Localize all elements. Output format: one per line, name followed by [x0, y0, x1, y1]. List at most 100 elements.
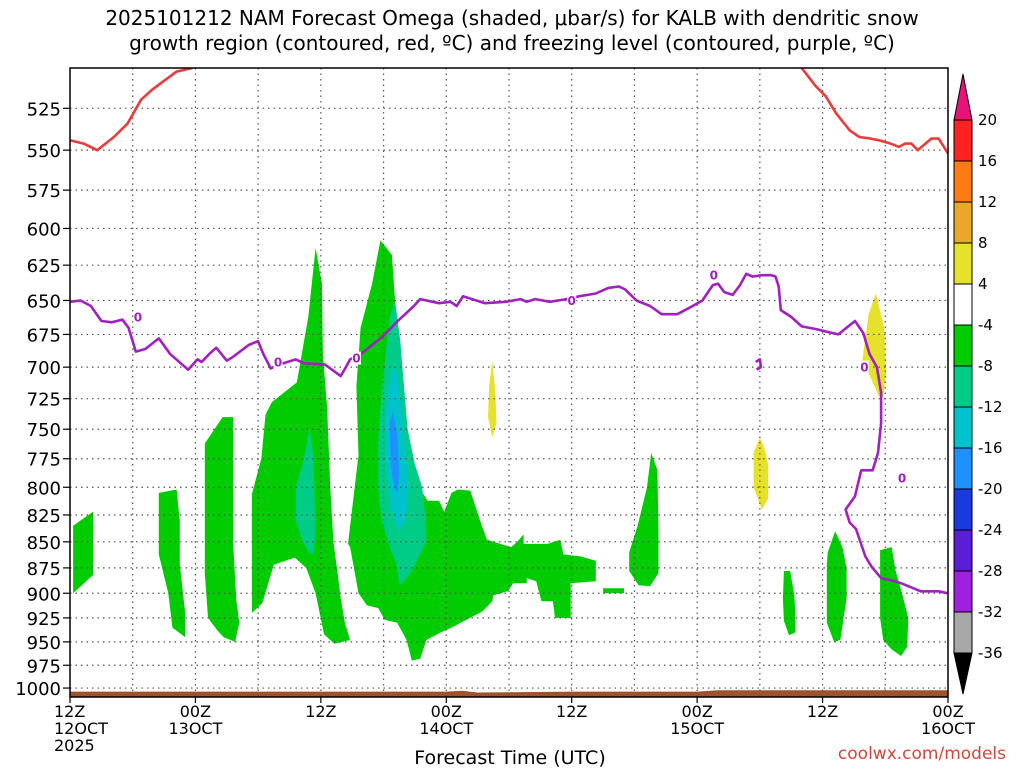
plot-frame	[69, 67, 949, 698]
omega-region-3-0	[389, 411, 400, 493]
y-tick-label-17: 950	[27, 633, 61, 654]
omega-region-4-1	[753, 437, 769, 510]
contour-label-0: 0	[134, 310, 142, 324]
contour-label-bg-1	[351, 351, 361, 365]
colorbar-swatch-12	[953, 611, 973, 654]
contour-label-bg-2	[567, 293, 577, 307]
omega-region-0-8	[826, 531, 847, 642]
colorbar-label-12: -32	[978, 603, 1003, 621]
contour-label-bg-4	[897, 471, 907, 485]
title-line-2: growth region (contoured, red, ºC) and f…	[129, 31, 895, 55]
x-tick-label-1-1: 13OCT	[168, 719, 222, 738]
colorbar-swatch-2	[953, 201, 973, 244]
colorbar-swatch-5	[953, 324, 973, 367]
colorbar-swatch-4	[953, 283, 973, 326]
contour-label-bg-5	[273, 355, 283, 369]
omega-region-0-3	[251, 247, 351, 644]
y-tick-label-7: 700	[27, 358, 61, 379]
omega-region-0-5	[603, 588, 624, 594]
y-tick-label-5: 650	[27, 291, 61, 312]
colorbar-label-5: -4	[978, 316, 993, 334]
colorbar-swatch-8	[953, 447, 973, 490]
y-tick-label-6: 675	[27, 325, 61, 346]
x-tick-label-7-0: 00Z	[932, 702, 963, 721]
y-tick-label-15: 900	[27, 584, 61, 605]
contour-label-bg-3	[859, 360, 869, 374]
y-tick-label-13: 850	[27, 533, 61, 554]
y-tick-label-0: 525	[27, 99, 61, 120]
colorbar-label-11: -28	[978, 562, 1003, 580]
dgz-line-0	[70, 68, 193, 152]
x-tick-label-4-0: 12Z	[556, 702, 587, 721]
colorbar-label-6: -8	[978, 357, 993, 375]
colorbar-label-2: 12	[978, 193, 997, 211]
y-tick-label-10: 775	[27, 450, 61, 471]
y-tick-label-11: 800	[27, 478, 61, 499]
freezing-line-0	[70, 272, 948, 595]
contour-label-bg-0	[133, 310, 143, 324]
surface-terrain	[70, 690, 948, 697]
y-tick-label-19: 1000	[15, 679, 61, 700]
omega-region-0-0	[73, 511, 93, 654]
title-line-1: 2025101212 NAM Forecast Omega (shaded, μ…	[105, 6, 919, 30]
colorbar-top-arrow	[953, 73, 973, 121]
colorbar-swatch-1	[953, 160, 973, 203]
x-tick-label-3-0: 00Z	[431, 702, 462, 721]
colorbar-label-10: -24	[978, 521, 1003, 539]
colorbar-label-8: -16	[978, 439, 1003, 457]
x-tick-label-7-1: 16OCT	[921, 719, 975, 738]
colorbar-label-7: -12	[978, 398, 1003, 416]
credit-text: coolwx.com/models	[837, 744, 1006, 764]
x-tick-label-5-0: 00Z	[681, 702, 712, 721]
y-tick-label-16: 925	[27, 609, 61, 630]
x-tick-label-6-0: 12Z	[807, 702, 838, 721]
contour-label-6: 0	[710, 269, 718, 283]
y-tick-label-18: 975	[27, 656, 61, 677]
y-tick-label-12: 825	[27, 506, 61, 527]
omega-region-0-7	[782, 571, 796, 636]
x-tick-label-0-0: 12Z	[54, 702, 85, 721]
omega-region-0-6	[629, 452, 659, 587]
colorbar-label-1: 16	[978, 152, 997, 170]
y-tick-label-9: 750	[27, 420, 61, 441]
colorbar-bottom-arrow	[953, 652, 973, 695]
freezing-line-1	[755, 358, 763, 371]
y-tick-label-14: 875	[27, 559, 61, 580]
grid	[70, 68, 948, 697]
contour-label-1: 0	[352, 352, 360, 366]
omega-region-4-0	[488, 360, 497, 438]
colorbar-swatch-7	[953, 406, 973, 449]
dgz-line-1	[800, 68, 948, 155]
colorbar-swatch-6	[953, 365, 973, 408]
x-tick-label-3-1: 14OCT	[419, 719, 473, 738]
omega-region-1-0	[295, 426, 316, 555]
contour-label-bg-6	[709, 268, 719, 282]
colorbar-label-9: -20	[978, 480, 1003, 498]
colorbar-swatch-10	[953, 529, 973, 572]
colorbar-swatch-3	[953, 242, 973, 285]
y-tick-label-1: 550	[27, 141, 61, 162]
colorbar-label-3: 8	[978, 234, 988, 252]
plot-area: 0 0 0 0 0 0 0 525 550 575 600 625 650 675 700 725 750 775…	[15, 67, 975, 755]
x-tick-label-2-0: 12Z	[305, 702, 336, 721]
contour-label-2: 0	[568, 294, 576, 308]
colorbar: 20 16 12 8 4 -4 -8 -12 -16 -20 -24 -28 -32 -36	[953, 73, 1003, 695]
omega-region-0-9	[880, 547, 909, 656]
omega-region-0-2	[204, 417, 240, 642]
y-tick-label-4: 625	[27, 256, 61, 277]
contour-label-4: 0	[898, 472, 906, 486]
colorbar-label-13: -36	[978, 644, 1003, 662]
x-tick-label-5-1: 15OCT	[670, 719, 724, 738]
omega-region-0-1	[158, 489, 185, 638]
x-tick-label-0-2: 2025	[54, 736, 95, 755]
x-tick-label-1-0: 00Z	[180, 702, 211, 721]
x-tick-label-0-1: 12OCT	[54, 719, 108, 738]
colorbar-swatch-0	[953, 119, 973, 162]
y-tick-label-2: 575	[27, 181, 61, 202]
colorbar-swatch-11	[953, 570, 973, 613]
colorbar-label-4: 4	[978, 275, 988, 293]
x-axis-title: Forecast Time (UTC)	[414, 747, 605, 768]
contour-label-5: 0	[274, 355, 282, 369]
y-tick-label-8: 725	[27, 390, 61, 411]
